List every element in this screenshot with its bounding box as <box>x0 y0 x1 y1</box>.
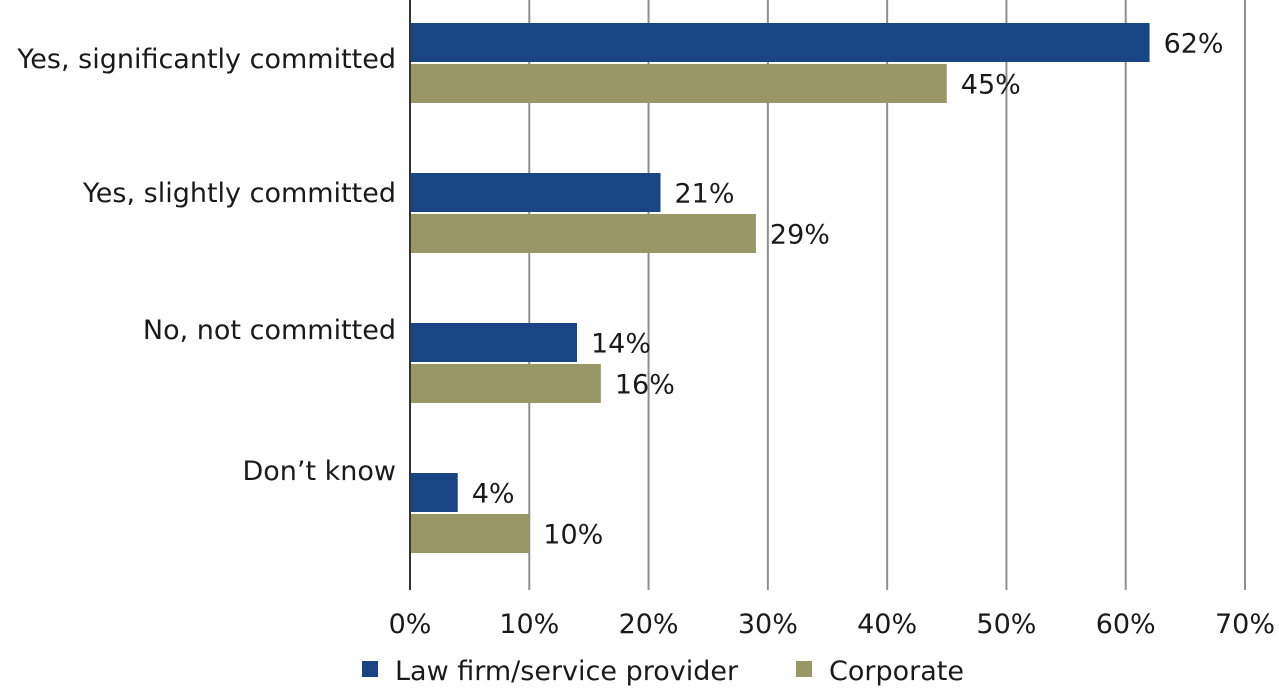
x-tick-label: 70% <box>1215 609 1275 640</box>
value-label: 45% <box>961 70 1021 101</box>
bar-corporate <box>410 514 530 553</box>
x-tick-label: 0% <box>389 609 432 640</box>
x-tick-label: 20% <box>619 609 679 640</box>
value-label: 21% <box>675 179 735 210</box>
bar-law-firm <box>410 23 1150 62</box>
legend-label: Corporate <box>829 656 964 687</box>
bar-corporate <box>410 64 947 103</box>
category-label: No, not committed <box>143 315 396 346</box>
x-tick-label: 60% <box>1096 609 1156 640</box>
value-label: 29% <box>770 220 830 251</box>
bars <box>410 23 1150 553</box>
bar-law-firm <box>410 323 577 362</box>
x-tick-label: 10% <box>499 609 559 640</box>
value-label: 62% <box>1164 29 1224 60</box>
category-label: Don’t know <box>242 456 396 487</box>
value-label: 16% <box>615 370 675 401</box>
bar-law-firm <box>410 473 458 512</box>
labels: 0% 10% 20% 30% 40% 50% 60% 70% Yes, significantl… <box>16 29 1275 641</box>
value-label: 4% <box>472 479 515 510</box>
legend-swatch <box>362 661 378 677</box>
legend-swatch <box>796 661 812 677</box>
x-tick-label: 30% <box>738 609 798 640</box>
legend: Law firm/service provider Corporate <box>362 656 964 687</box>
value-label: 10% <box>543 520 603 551</box>
bar-corporate <box>410 364 601 403</box>
category-label: Yes, slightly committed <box>82 178 396 209</box>
value-label: 14% <box>591 329 651 360</box>
x-tick-label: 50% <box>976 609 1036 640</box>
bar-corporate <box>410 214 756 253</box>
category-label: Yes, significantly committed <box>16 44 396 75</box>
bar-law-firm <box>410 173 661 212</box>
legend-label: Law firm/service provider <box>395 656 739 687</box>
x-tick-label: 40% <box>857 609 917 640</box>
